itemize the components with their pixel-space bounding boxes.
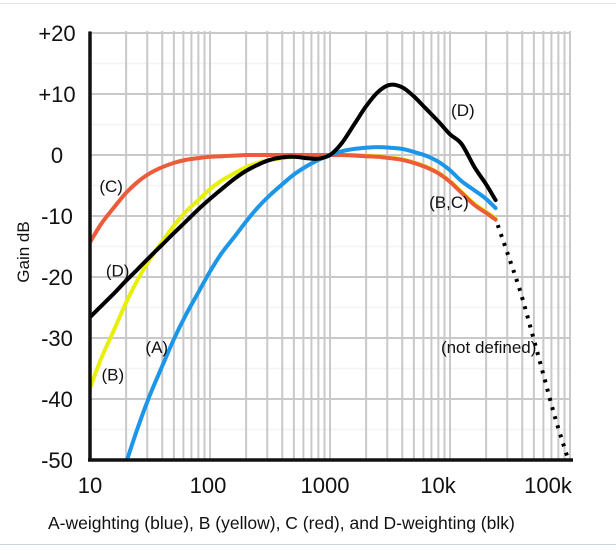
y-tick-label: -30 (41, 326, 73, 351)
annotation-label: (not defined) (441, 338, 536, 357)
annotation-label: (D) (106, 261, 130, 280)
annotation-label: (B,C) (429, 193, 469, 212)
axes (88, 31, 573, 462)
x-tick-label: 100 (190, 473, 227, 498)
curve-annotations: (C) (D) (B) (A) (D) (B,C) (not defined) (99, 101, 536, 385)
chart-caption: A-weighting (blue), B (yellow), C (red),… (48, 513, 515, 533)
curve-a-weighting (124, 145, 498, 461)
y-tick-label: -10 (41, 204, 73, 229)
grid-minor-lines (90, 62, 570, 431)
curve-d-weighting (90, 82, 498, 320)
y-tick-label: 0 (51, 143, 63, 168)
y-tick-label: -40 (41, 387, 73, 412)
weighting-curves (90, 82, 570, 461)
y-tick-label: -50 (41, 448, 73, 473)
x-tick-label: 10 (78, 473, 102, 498)
annotation-label: (C) (99, 177, 123, 196)
annotation-label: (A) (145, 338, 168, 357)
page-bottom-divider (0, 544, 616, 545)
y-tick-label: +10 (38, 82, 75, 107)
y-axis-title: Gain dB (14, 221, 33, 282)
grid-major-lines (89, 31, 571, 461)
page-top-divider (0, 3, 616, 4)
x-tick-label: 10k (420, 473, 456, 498)
annotation-label: (B) (102, 366, 125, 385)
dotted-extension-line (495, 224, 570, 458)
x-tick-label: 100k (524, 473, 573, 498)
y-tick-label: +20 (38, 21, 75, 46)
x-tick-label: 1000 (301, 473, 350, 498)
y-tick-label: -20 (41, 265, 73, 290)
annotation-label: (D) (451, 101, 475, 120)
